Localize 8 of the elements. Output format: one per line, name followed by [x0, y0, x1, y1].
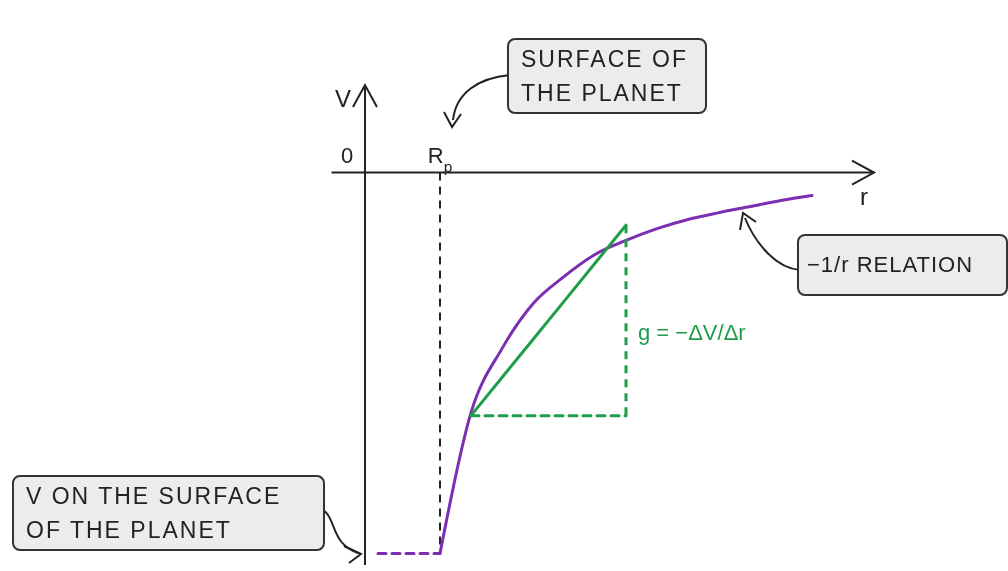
x-tick-label: R$_{p}$: [427, 142, 453, 175]
text: SURFACE OF THE PLANET: [507, 38, 707, 114]
annotation: g = −ΔV/Δr: [638, 320, 746, 346]
x-tick-label: 0: [340, 142, 354, 168]
y-axis-title: V: [334, 85, 351, 112]
x-axis-title: r: [860, 182, 868, 210]
annotation: −1/r RELATION: [797, 234, 1008, 296]
text: V ON THE SURFACE OF THE PLANET: [12, 475, 325, 551]
